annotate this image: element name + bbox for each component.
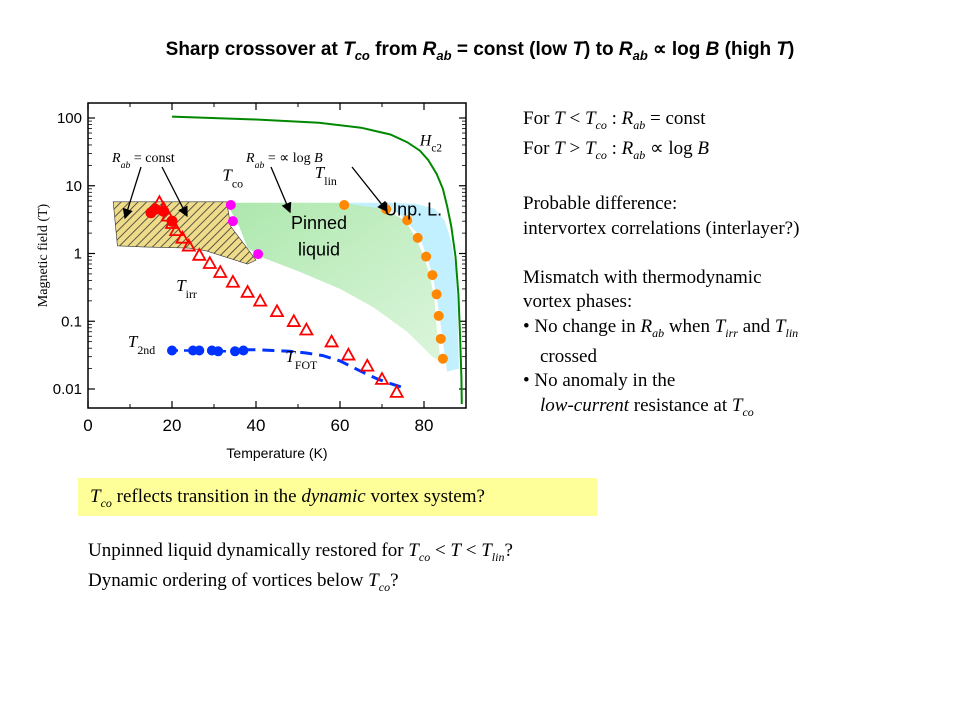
tirr-point — [174, 230, 191, 244]
arrow-rab-log-1 — [270, 166, 292, 214]
y-tick-label: 100 — [57, 110, 82, 127]
label-hc2: Hc2 — [419, 133, 442, 155]
note-bullet-no-anomaly: • No anomaly in the — [523, 370, 676, 392]
tirr-point — [212, 264, 228, 278]
tirr-point — [181, 237, 197, 252]
bottom-line-1: Unpinned liquid dynamically restored for… — [88, 540, 513, 564]
right-notes: For T < Tco : Rab = const For T > Tco : … — [523, 107, 799, 424]
label-unpinned-liquid: Unp. L. — [384, 199, 442, 219]
y-tick-label: 1 — [74, 246, 82, 263]
rab-const-point — [166, 215, 178, 227]
tlin-point — [421, 251, 432, 262]
tco-point — [227, 216, 238, 227]
tirr-point — [168, 222, 184, 237]
y-axis-label: Magnetic field (T) — [36, 203, 51, 307]
tlin-point — [402, 215, 413, 226]
highlight-question: Tco reflects transition in the dynamic v… — [78, 478, 597, 516]
y-tick-label: 0.1 — [61, 313, 82, 330]
rab-const-point — [149, 203, 161, 215]
bottom-notes: Unpinned liquid dynamically restored for… — [88, 539, 513, 599]
bottom-line-2: Dynamic ordering of vortices below Tco? — [88, 569, 399, 594]
label-tfot: TFOT — [285, 347, 318, 372]
label-pinned-liquid-1: Pinned — [291, 213, 347, 233]
tirr-point — [191, 247, 207, 261]
x-axis-label: Temperature (K) — [226, 445, 327, 461]
note-below-tco: For T < Tco : Rab = const — [523, 108, 706, 132]
note-probable-difference: Probable difference: — [523, 193, 678, 215]
region-pinned-liquid — [226, 202, 441, 362]
label-t2nd: T2nd — [128, 332, 155, 357]
tirr-point — [240, 284, 256, 298]
note-crossed: crossed — [540, 345, 597, 367]
annotation-rab-const: Rab = const — [111, 151, 175, 171]
tlin-point — [437, 353, 448, 364]
tirr-point — [252, 293, 268, 307]
arrow-rab-log-2 — [351, 166, 388, 213]
tlin-point — [431, 289, 442, 300]
tirr-point — [359, 357, 375, 372]
t2nd-point — [238, 345, 249, 356]
tirr-point — [324, 333, 340, 348]
note-bullet-no-change: • No change in Rab when Tirr and Tlin — [523, 315, 799, 340]
x-tick-label: 20 — [163, 416, 182, 435]
slide-title: Sharp crossover at Tco from Rab = const … — [165, 39, 795, 63]
tco-point — [253, 249, 264, 260]
tlin-point — [433, 310, 444, 321]
tirr-point — [225, 274, 241, 288]
tirr-point — [269, 303, 285, 318]
plot-frame — [87, 102, 467, 409]
tirr-point — [298, 321, 314, 336]
tlin-point — [339, 199, 350, 210]
x-tick-label: 0 — [83, 416, 92, 435]
tco-point — [225, 199, 236, 210]
tirr-point — [286, 313, 302, 327]
tlin-point — [435, 333, 446, 344]
tirr-point — [340, 346, 356, 361]
y-tick-label: 0.01 — [53, 381, 82, 398]
tlin-point — [427, 270, 438, 281]
note-above-tco: For T > Tco : Rab ∝ log B — [523, 138, 709, 163]
t2nd-dashes — [172, 349, 244, 353]
hc2-line — [171, 115, 463, 405]
x-tick-label: 80 — [415, 416, 434, 435]
arrow-rab-const-1 — [122, 166, 142, 220]
annotation-rab-log: Rab = ∝ log B — [245, 151, 323, 171]
tlin-point — [412, 232, 423, 243]
tirr-point — [374, 371, 390, 385]
rab-const-point — [158, 205, 170, 217]
tirr-point — [389, 384, 405, 398]
tfot-dashed-line — [243, 348, 408, 391]
y-tick-label: 10 — [65, 178, 82, 195]
label-tlin: Tlin — [315, 163, 337, 188]
label-pinned-liquid-2: liquid — [298, 240, 340, 260]
label-tco: Tco — [222, 165, 243, 190]
note-intervortex: intervortex correlations (interlayer?) — [523, 217, 800, 239]
region-unpinned-liquid — [340, 202, 459, 372]
note-vortex-phases: vortex phases: — [523, 291, 633, 313]
x-tick-label: 60 — [331, 416, 350, 435]
note-mismatch: Mismatch with thermodynamic — [523, 266, 762, 288]
note-low-current: low-current resistance at Tco — [540, 394, 754, 419]
x-tick-label: 40 — [247, 416, 266, 435]
label-tirr: Tirr — [176, 276, 197, 301]
t2nd-point — [213, 346, 224, 357]
tirr-point — [202, 255, 218, 269]
arrow-rab-const-2 — [161, 166, 188, 218]
